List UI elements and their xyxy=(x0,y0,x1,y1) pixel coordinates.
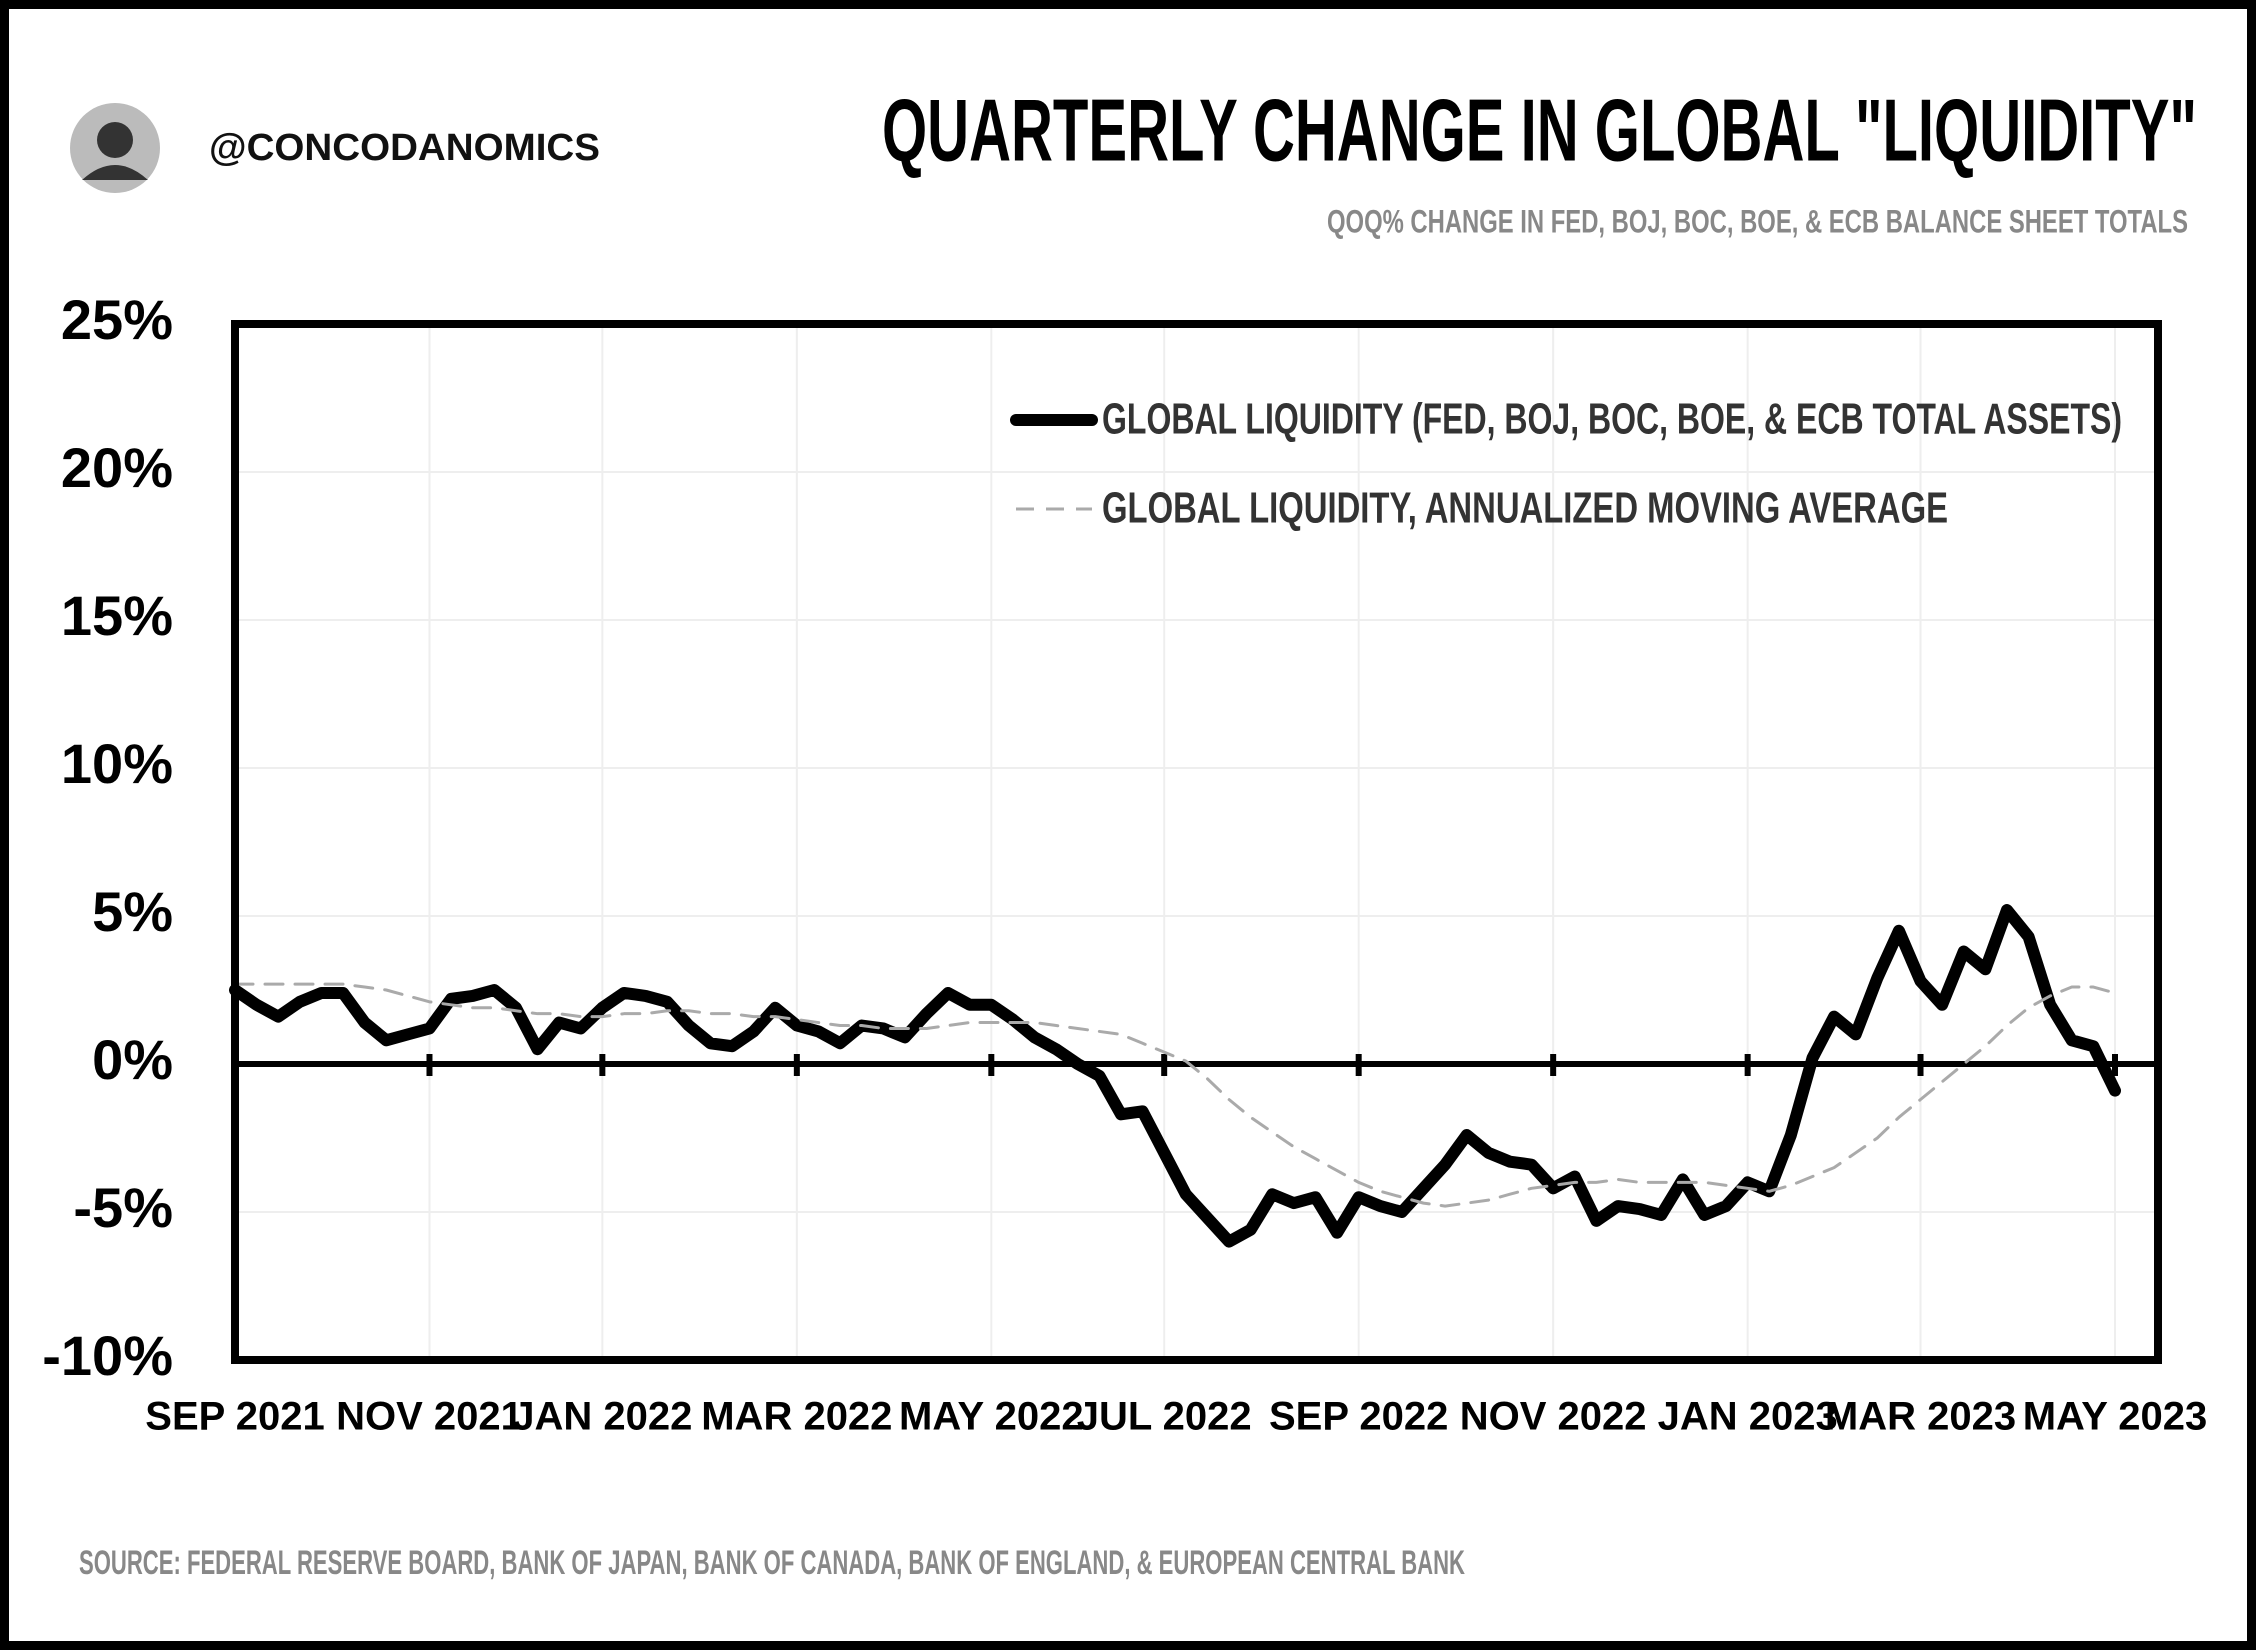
x-tick-label: JAN 2022 xyxy=(512,1395,692,1439)
avatar-body xyxy=(82,165,148,180)
x-tick-label: MAR 2023 xyxy=(1825,1395,2016,1439)
y-tick-label: 20% xyxy=(61,436,173,499)
series-line xyxy=(229,904,2121,1248)
x-tick-label: JAN 2023 xyxy=(1658,1395,1838,1439)
y-tick-label: 0% xyxy=(92,1028,173,1091)
y-tick-label: 5% xyxy=(92,880,173,943)
source: SOURCE: FEDERAL RESERVE BOARD, BANK OF J… xyxy=(79,1544,1465,1582)
y-tick-label: -5% xyxy=(73,1176,173,1239)
y-tick-label: -10% xyxy=(42,1324,173,1387)
x-tick-label: SEP 2021 xyxy=(145,1395,324,1439)
legend-label: GLOBAL LIQUIDITY, ANNUALIZED MOVING AVER… xyxy=(1102,484,1948,533)
chart-title: QUARTERLY CHANGE IN GLOBAL "LIQUIDITY" xyxy=(882,80,2197,179)
x-tick-label: MAY 2022 xyxy=(899,1395,1084,1439)
y-tick-label: 10% xyxy=(61,732,173,795)
avatar-head xyxy=(97,122,133,158)
x-tick-label: SEP 2022 xyxy=(1269,1395,1448,1439)
x-tick-label: NOV 2022 xyxy=(1460,1395,1647,1439)
chart-subtitle: QOQ% CHANGE IN FED, BOJ, BOC, BOE, & ECB… xyxy=(1327,203,2188,239)
handle: @CONCODANOMICS xyxy=(209,127,600,169)
series-line xyxy=(233,982,2117,1208)
x-tick-label: JUL 2022 xyxy=(1077,1395,1252,1439)
y-tick-label: 25% xyxy=(61,288,173,351)
x-tick-label: MAY 2023 xyxy=(2023,1395,2208,1439)
x-tick-label: MAR 2022 xyxy=(701,1395,892,1439)
legend-label: GLOBAL LIQUIDITY (FED, BOJ, BOC, BOE, & … xyxy=(1102,395,2122,444)
plot-border xyxy=(231,320,2162,1364)
x-tick-label: NOV 2021 xyxy=(336,1395,523,1439)
y-tick-label: 15% xyxy=(61,584,173,647)
